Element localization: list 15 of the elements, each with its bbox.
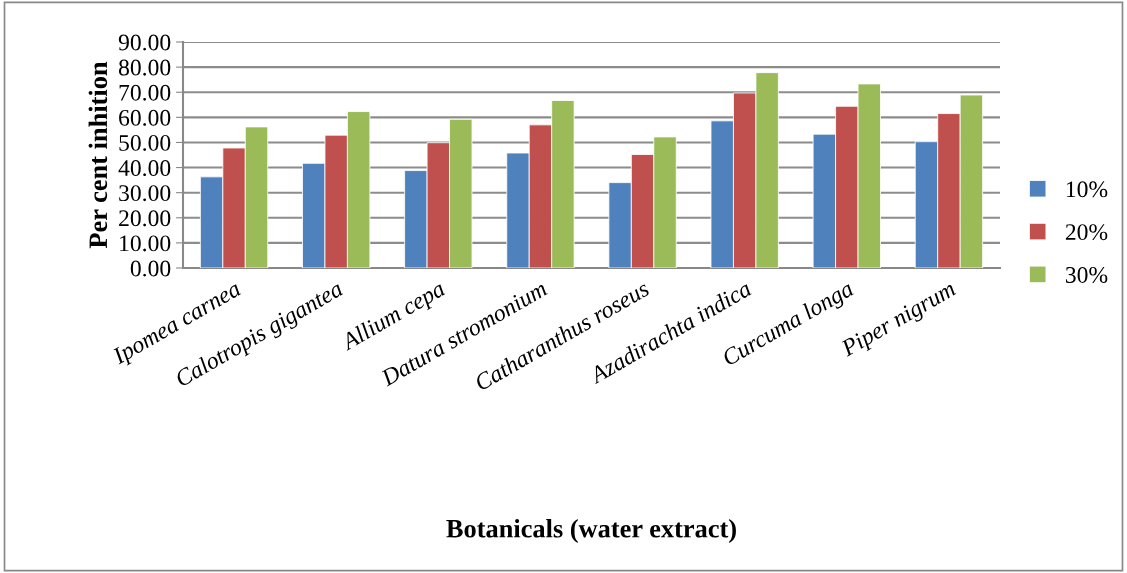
legend-label: 30% [1065, 266, 1108, 283]
y-axis-title: Per cent inhition [88, 61, 108, 249]
legend-label: 10% [1066, 181, 1108, 198]
y-tick-label: 10.00 [120, 235, 171, 252]
y-tick-label: 40.00 [118, 160, 171, 177]
y-tick-label: 70.00 [119, 84, 171, 101]
y-tick-label: 50.00 [119, 134, 171, 151]
y-tick-label: 30.00 [119, 185, 171, 202]
legend-label: 20% [1065, 224, 1108, 241]
y-tick-label: 80.00 [118, 59, 171, 76]
y-tick-label: 20.00 [119, 210, 171, 227]
x-axis-title: Botanicals (water extract) [446, 519, 736, 543]
y-tick-label: 90.00 [118, 34, 171, 51]
y-tick-label: 0.00 [130, 260, 171, 277]
y-tick-label: 60.00 [119, 109, 171, 126]
